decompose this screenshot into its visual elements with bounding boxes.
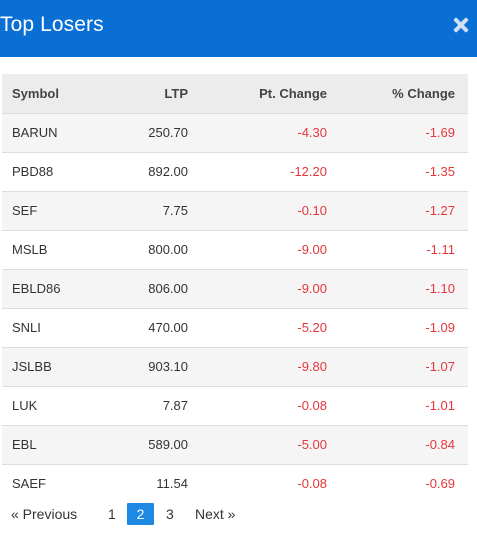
table-row[interactable]: MSLB 800.00 -9.00 -1.11 [2, 230, 468, 269]
pagination: « Previous 1 2 3 Next » [0, 503, 477, 525]
pct-change-cell: -1.07 [425, 359, 455, 374]
symbol-cell: SNLI [12, 320, 41, 335]
pct-change-cell: -1.01 [425, 398, 455, 413]
pct-change-cell: -1.10 [425, 281, 455, 296]
table-row[interactable]: SEF 7.75 -0.10 -1.27 [2, 191, 468, 230]
page-link-3[interactable]: 3 [166, 506, 174, 522]
pct-change-cell: -1.35 [425, 164, 455, 179]
ltp-cell: 250.70 [148, 125, 188, 140]
ltp-cell: 470.00 [148, 320, 188, 335]
table-row[interactable]: SNLI 470.00 -5.20 -1.09 [2, 308, 468, 347]
symbol-cell: EBLD86 [12, 281, 61, 296]
pt-change-cell: -5.00 [297, 437, 327, 452]
symbol-cell: BARUN [12, 125, 58, 140]
pct-change-cell: -0.84 [425, 437, 455, 452]
symbol-cell: PBD88 [12, 164, 54, 179]
pt-change-cell: -9.00 [297, 281, 327, 296]
table-row[interactable]: PBD88 892.00 -12.20 -1.35 [2, 152, 468, 191]
modal-title: Top Losers [0, 13, 104, 36]
pct-change-cell: -1.09 [425, 320, 455, 335]
table-row[interactable]: EBL 589.00 -5.00 -0.84 [2, 425, 468, 464]
ltp-cell: 903.10 [148, 359, 188, 374]
ltp-cell: 806.00 [148, 281, 188, 296]
previous-page-link[interactable]: « Previous [11, 506, 78, 522]
symbol-cell: SEF [12, 203, 38, 218]
ltp-cell: 7.87 [162, 398, 188, 413]
ltp-cell: 589.00 [148, 437, 188, 452]
symbol-cell: LUK [12, 398, 38, 413]
symbol-cell: MSLB [12, 242, 48, 257]
next-page-link[interactable]: Next » [195, 506, 236, 522]
table-row[interactable]: EBLD86 806.00 -9.00 -1.10 [2, 269, 468, 308]
pct-change-cell: -1.69 [425, 125, 455, 140]
pt-change-cell: -0.10 [297, 203, 327, 218]
header-row: Symbol LTP Pt. Change % Change [2, 74, 468, 113]
table-row[interactable]: SAEF 11.54 -0.08 -0.69 [2, 464, 468, 503]
ltp-cell: 892.00 [148, 164, 188, 179]
pt-change-cell: -5.20 [297, 320, 327, 335]
pt-change-cell: -0.08 [297, 398, 327, 413]
column-header-pt-change[interactable]: Pt. Change [259, 86, 327, 102]
losers-table: Symbol LTP Pt. Change % Change BARUN 250.… [2, 74, 468, 503]
pct-change-cell: -1.11 [426, 242, 455, 257]
symbol-cell: JSLBB [12, 359, 52, 374]
page-link-1[interactable]: 1 [108, 506, 116, 522]
table-header: Symbol LTP Pt. Change % Change [2, 74, 468, 113]
ltp-cell: 800.00 [148, 242, 188, 257]
column-header-ltp[interactable]: LTP [164, 86, 188, 102]
table-row[interactable]: BARUN 250.70 -4.30 -1.69 [2, 113, 468, 152]
ltp-cell: 11.54 [156, 476, 188, 492]
symbol-cell: EBL [12, 437, 37, 452]
pt-change-cell: -0.08 [297, 476, 327, 492]
pt-change-cell: -4.30 [297, 125, 327, 140]
column-header-symbol[interactable]: Symbol [12, 86, 59, 102]
ltp-cell: 7.75 [162, 203, 188, 218]
pt-change-cell: -9.80 [297, 359, 327, 374]
table-body: BARUN 250.70 -4.30 -1.69 PBD88 892.00 -12.20 -1… [2, 113, 468, 503]
table-row[interactable]: LUK 7.87 -0.08 -1.01 [2, 386, 468, 425]
table-row[interactable]: JSLBB 903.10 -9.80 -1.07 [2, 347, 468, 386]
pct-change-cell: -0.69 [425, 476, 455, 492]
close-icon[interactable] [453, 17, 469, 33]
symbol-cell: SAEF [12, 476, 46, 492]
pct-change-cell: -1.27 [425, 203, 455, 218]
losers-table-container: Symbol LTP Pt. Change % Change BARUN 250.… [2, 74, 468, 503]
pt-change-cell: -12.20 [290, 164, 327, 179]
column-header-pct-change[interactable]: % Change [392, 86, 455, 102]
modal-header: Top Losers [0, 0, 477, 57]
pt-change-cell: -9.00 [297, 242, 327, 257]
page-link-2-active[interactable]: 2 [127, 503, 154, 525]
